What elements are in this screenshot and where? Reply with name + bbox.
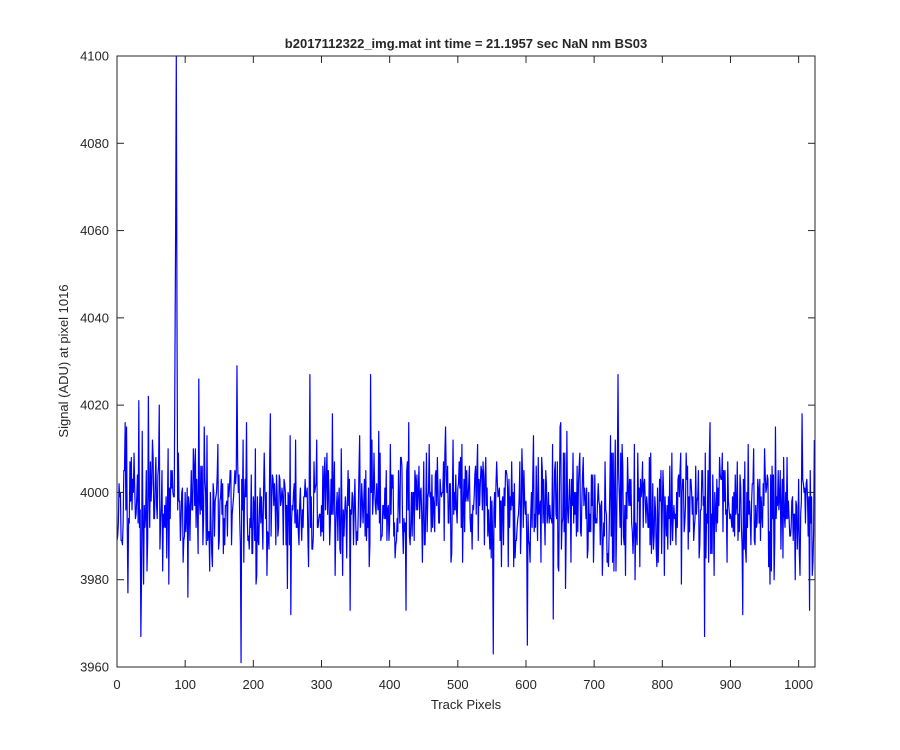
- x-axis-label: Track Pixels: [431, 697, 502, 712]
- y-tick-label: 4040: [80, 310, 109, 325]
- y-tick-label: 3960: [80, 660, 109, 675]
- series-line: [116, 55, 815, 664]
- y-tick-label: 4000: [80, 485, 109, 500]
- y-tick-label: 4060: [80, 223, 109, 238]
- x-tick-label: 0: [113, 677, 120, 692]
- y-tick-label: 4100: [80, 49, 109, 64]
- x-tick-label: 1000: [784, 677, 813, 692]
- y-tick-label: 3980: [80, 572, 109, 587]
- x-tick-label: 900: [720, 677, 742, 692]
- y-axis-ticks: 3960 3980 4000 4020 4040 4060 4080 4100: [80, 49, 815, 675]
- x-tick-label: 300: [311, 677, 333, 692]
- x-tick-label: 100: [174, 677, 196, 692]
- axes-box: [116, 55, 816, 668]
- series-layer: [116, 55, 815, 664]
- x-tick-label: 400: [379, 677, 401, 692]
- chart-title: b2017112322_img.mat int time = 21.1957 s…: [285, 36, 647, 51]
- x-tick-label: 700: [583, 677, 605, 692]
- y-tick-label: 4020: [80, 398, 109, 413]
- y-tick-label: 4080: [80, 136, 109, 151]
- x-tick-label: 500: [447, 677, 469, 692]
- x-tick-label: 200: [242, 677, 264, 692]
- y-axis-label: Signal (ADU) at pixel 1016: [56, 284, 71, 437]
- x-axis-ticks: 0 100 200 300 400 500 600 700 800 900 1000: [113, 56, 813, 692]
- x-tick-label: 800: [651, 677, 673, 692]
- x-tick-label: 600: [515, 677, 537, 692]
- plot-area: [117, 56, 815, 667]
